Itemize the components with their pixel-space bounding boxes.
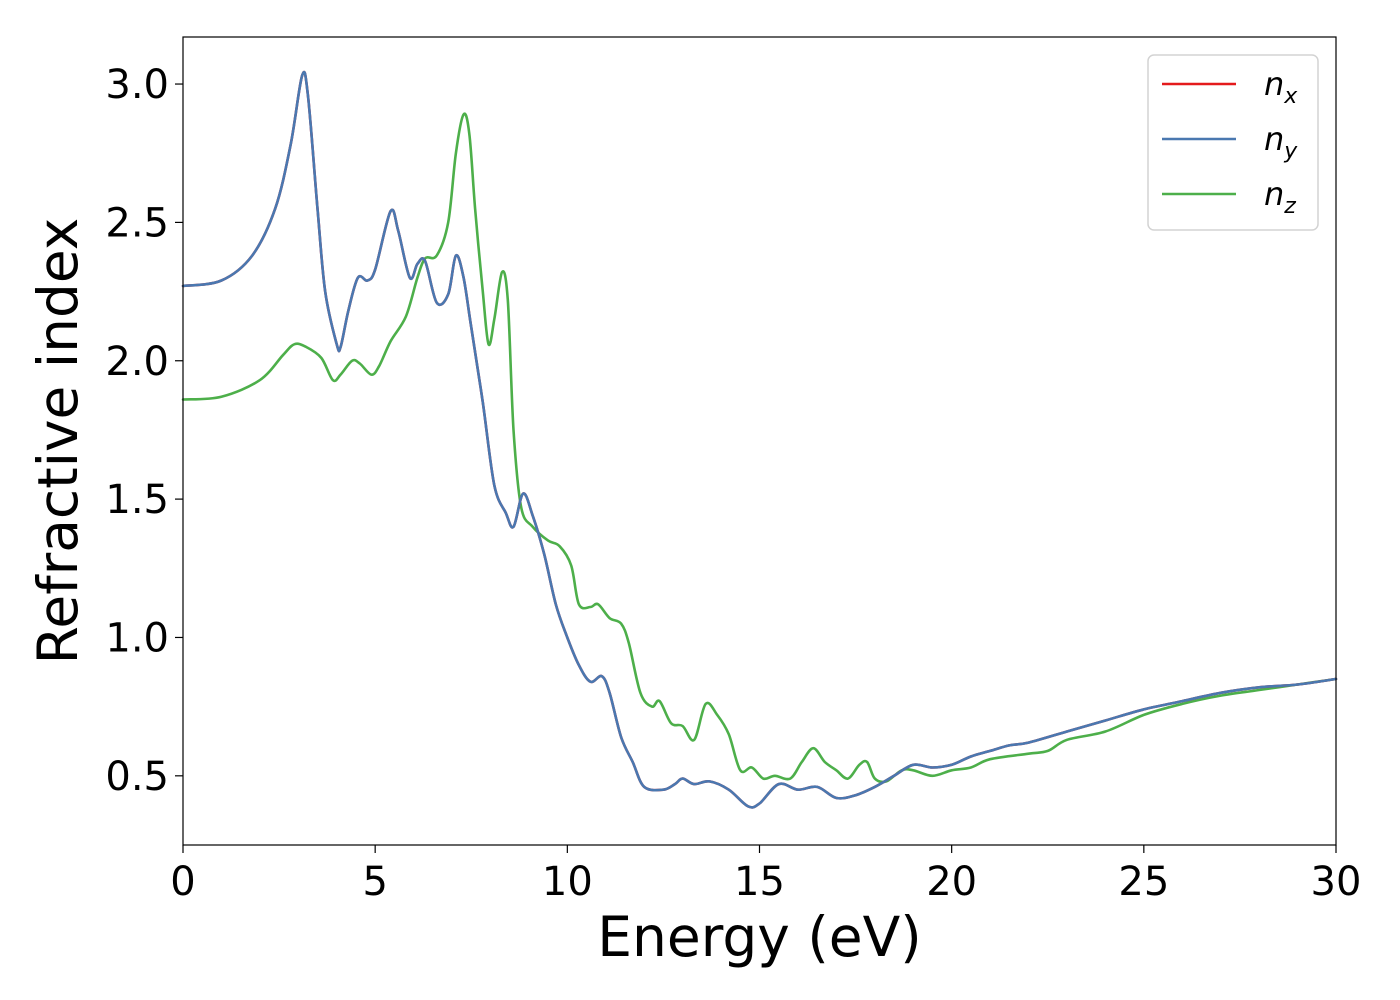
y-tick-label: 3.0 — [105, 62, 169, 108]
series-layer — [181, 70, 1338, 809]
series-line-n-z — [181, 112, 1338, 784]
y-tick-label: 2.0 — [105, 339, 169, 385]
x-tick-label: 5 — [362, 859, 387, 905]
x-tick-label: 25 — [1118, 859, 1169, 905]
y-tick-label: 1.0 — [105, 615, 169, 661]
y-tick-label: 1.5 — [105, 477, 169, 523]
series-line-n-y — [181, 70, 1338, 809]
y-axis-ticks: 0.5 1.0 1.5 2.0 2.5 3.0 — [105, 62, 183, 800]
x-axis-label: Energy (eV) — [597, 905, 921, 969]
x-tick-label: 30 — [1311, 859, 1362, 905]
x-axis-ticks: 0 5 10 15 20 25 30 — [170, 845, 1361, 905]
x-tick-label: 15 — [734, 859, 785, 905]
x-tick-label: 20 — [926, 859, 977, 905]
legend-box — [1147, 54, 1319, 231]
y-axis-label: Refractive index — [26, 218, 90, 665]
x-tick-label: 10 — [542, 859, 593, 905]
y-tick-label: 2.5 — [105, 200, 169, 246]
y-tick-label: 0.5 — [105, 754, 169, 800]
x-tick-label: 0 — [170, 859, 195, 905]
